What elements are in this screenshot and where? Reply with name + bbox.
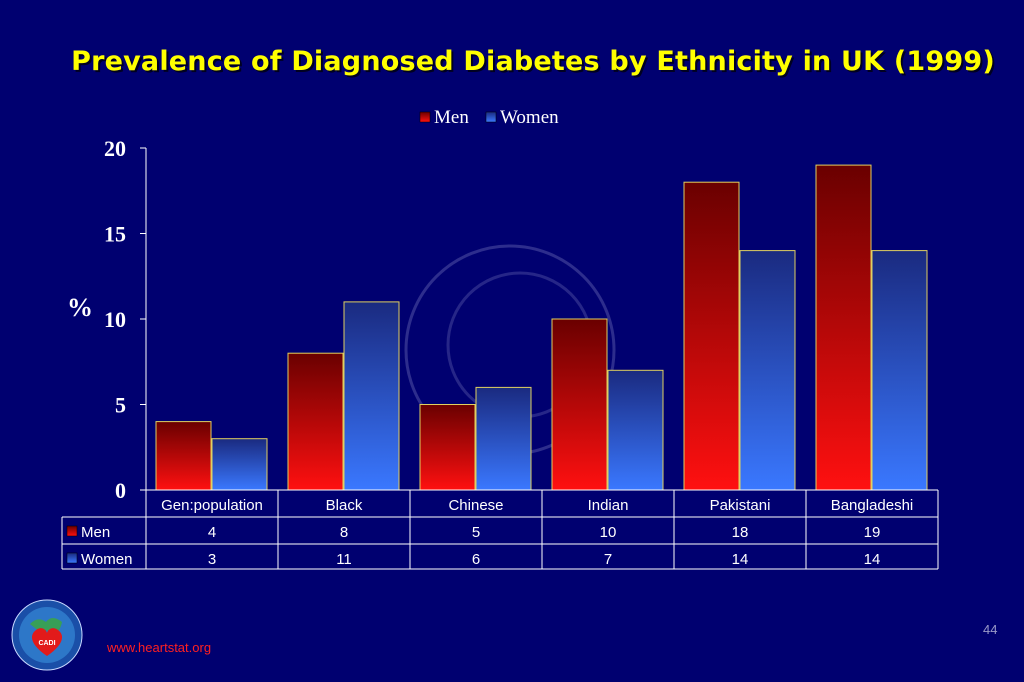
table-value: 3 (208, 551, 216, 568)
table-value: 5 (472, 524, 480, 541)
table-value: 4 (208, 524, 216, 541)
table-series-label: Men (81, 524, 110, 541)
table-value: 18 (732, 524, 749, 541)
category-label: Pakistani (710, 497, 771, 514)
slide-title: Prevalence of Diagnosed Diabetes by Ethn… (71, 46, 995, 77)
page-number: 44 (983, 622, 998, 637)
bar-men (683, 181, 740, 491)
bar-women (607, 369, 664, 491)
bar-women (475, 386, 532, 491)
table-value: 19 (864, 524, 881, 541)
legend-label-men: Men (434, 107, 469, 128)
y-tick-label: 20 (104, 136, 126, 161)
legend-swatch-women (485, 111, 497, 123)
y-tick-label: 15 (104, 222, 126, 247)
table-value: 6 (472, 551, 480, 568)
bar-women (871, 250, 928, 491)
y-tick-label: 0 (115, 478, 126, 503)
bar-men (815, 164, 872, 491)
y-axis-label: % (67, 293, 93, 322)
category-label: Bangladeshi (831, 497, 914, 514)
category-label: Indian (588, 497, 629, 514)
y-tick-label: 5 (115, 393, 126, 418)
bar-men (551, 318, 608, 491)
category-label: Black (326, 497, 363, 514)
table-value: 11 (336, 551, 352, 568)
bar-women (343, 301, 400, 491)
y-tick-label: 10 (104, 307, 126, 332)
category-label: Gen:population (161, 497, 263, 514)
bar-men (419, 404, 476, 491)
legend-swatch-men (419, 111, 431, 123)
table-value: 14 (732, 551, 749, 568)
cadi-logo: CADI (11, 599, 83, 671)
bar-women (211, 438, 268, 491)
legend-label-women: Women (500, 107, 559, 128)
category-label: Chinese (448, 497, 503, 514)
table-value: 7 (604, 551, 612, 568)
table-value: 8 (340, 524, 348, 541)
table-series-label: Women (81, 551, 132, 568)
table-legend-key-women (66, 552, 78, 564)
bar-women (739, 250, 796, 491)
table-value: 10 (600, 524, 617, 541)
bar-men (155, 421, 212, 491)
bar-men (287, 352, 344, 491)
logo-text: CADI (38, 640, 55, 647)
website-link[interactable]: www.heartstat.org (107, 640, 212, 655)
table-value: 14 (864, 551, 881, 568)
table-legend-key-men (66, 525, 78, 537)
